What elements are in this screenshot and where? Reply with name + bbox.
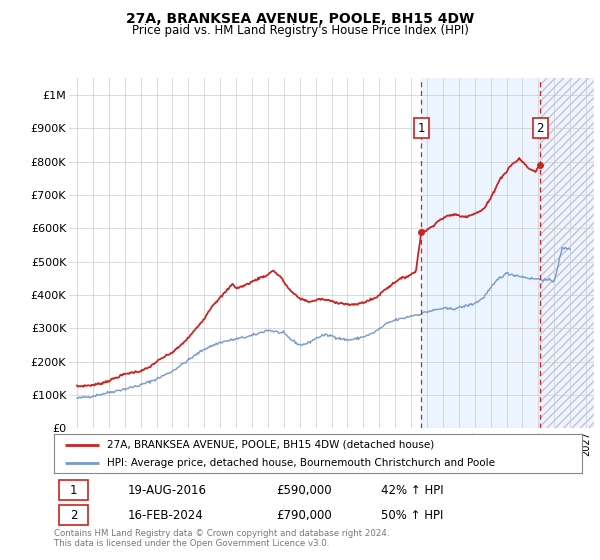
Text: Contains HM Land Registry data © Crown copyright and database right 2024.: Contains HM Land Registry data © Crown c… <box>54 529 389 538</box>
FancyBboxPatch shape <box>59 480 88 500</box>
Text: 27A, BRANKSEA AVENUE, POOLE, BH15 4DW (detached house): 27A, BRANKSEA AVENUE, POOLE, BH15 4DW (d… <box>107 440 434 450</box>
Text: This data is licensed under the Open Government Licence v3.0.: This data is licensed under the Open Gov… <box>54 539 329 548</box>
Text: £790,000: £790,000 <box>276 509 332 522</box>
Text: 1: 1 <box>418 122 425 135</box>
FancyBboxPatch shape <box>59 505 88 525</box>
Text: 42% ↑ HPI: 42% ↑ HPI <box>382 484 444 497</box>
Text: 50% ↑ HPI: 50% ↑ HPI <box>382 509 444 522</box>
Text: HPI: Average price, detached house, Bournemouth Christchurch and Poole: HPI: Average price, detached house, Bour… <box>107 458 495 468</box>
Text: 16-FEB-2024: 16-FEB-2024 <box>128 509 203 522</box>
Text: 1: 1 <box>70 484 77 497</box>
Bar <box>540 78 594 428</box>
Bar <box>421 78 540 428</box>
Text: 2: 2 <box>70 509 77 522</box>
Text: 27A, BRANKSEA AVENUE, POOLE, BH15 4DW: 27A, BRANKSEA AVENUE, POOLE, BH15 4DW <box>126 12 474 26</box>
Text: 19-AUG-2016: 19-AUG-2016 <box>128 484 207 497</box>
Bar <box>540 78 594 428</box>
Text: £590,000: £590,000 <box>276 484 331 497</box>
Text: Price paid vs. HM Land Registry's House Price Index (HPI): Price paid vs. HM Land Registry's House … <box>131 24 469 37</box>
Text: 2: 2 <box>536 122 544 135</box>
